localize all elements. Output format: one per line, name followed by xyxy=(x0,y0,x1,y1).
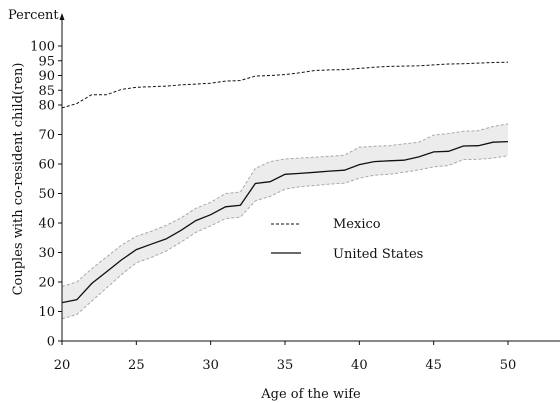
x-tick-label: 25 xyxy=(128,358,145,373)
series-lines xyxy=(61,61,509,304)
legend-label-united-states: United States xyxy=(333,247,423,262)
axes xyxy=(59,13,560,342)
y-unit-label: Percent xyxy=(8,8,59,23)
x-tick-label: 50 xyxy=(500,358,517,373)
x-ticks: 20 25 30 35 40 45 50 xyxy=(54,341,517,373)
ci-upper-line xyxy=(61,123,509,287)
y-tick-label: 30 xyxy=(38,246,55,261)
y-tick-label: 80 xyxy=(38,99,55,114)
x-tick-label: 30 xyxy=(202,358,219,373)
y-tick-label: 95 xyxy=(38,54,55,69)
legend-label-mexico: Mexico xyxy=(333,217,381,232)
ci-band-united-states xyxy=(62,123,508,319)
y-tick-label: 100 xyxy=(30,40,55,55)
series-line-mexico xyxy=(61,61,509,109)
x-tick-label: 40 xyxy=(351,358,368,373)
y-tick-label: 50 xyxy=(38,187,55,202)
y-tick-label: 0 xyxy=(47,335,55,350)
series-line-united-states xyxy=(61,140,509,304)
y-axis-label: Couples with co-resident child(ren) xyxy=(11,63,26,296)
y-tick-label: 90 xyxy=(38,69,55,84)
y-tick-label: 40 xyxy=(38,217,55,232)
y-tick-label: 20 xyxy=(38,276,55,291)
y-tick-label: 70 xyxy=(38,128,55,143)
x-tick-label: 35 xyxy=(277,358,294,373)
y-axis-arrow xyxy=(59,13,65,20)
legend: Mexico United States xyxy=(271,217,423,262)
x-tick-label: 20 xyxy=(54,358,71,373)
y-tick-label: 10 xyxy=(38,305,55,320)
confidence-bands xyxy=(61,123,509,320)
x-tick-label: 45 xyxy=(425,358,442,373)
x-axis-label: Age of the wife xyxy=(260,387,361,402)
y-tick-label: 85 xyxy=(38,84,55,99)
y-tick-label: 60 xyxy=(38,158,55,173)
